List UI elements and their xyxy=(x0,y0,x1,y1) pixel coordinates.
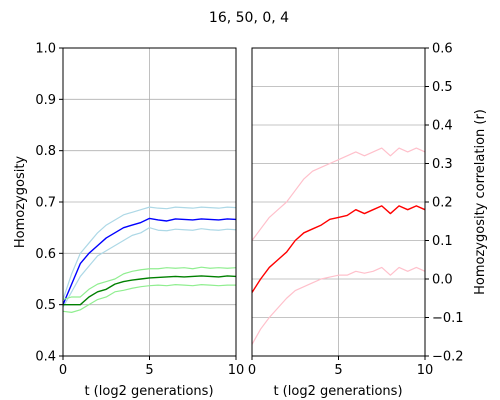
right-series-line-1 xyxy=(251,205,426,293)
left-xlabel: t (log2 generations) xyxy=(84,384,213,399)
right-ytick-label: 0.4 xyxy=(432,119,453,134)
left-ytick-label: 0.8 xyxy=(35,144,56,159)
figure-title: 16, 50, 0, 4 xyxy=(209,10,289,26)
right-xtick-label: 5 xyxy=(334,363,342,378)
right-ylabel: Homozygosity correlation (r) xyxy=(473,109,488,295)
left-ylabel: Homozygosity xyxy=(13,156,28,249)
left-ytick-label: 0.6 xyxy=(35,247,56,262)
right-ytick-label: 0.3 xyxy=(432,157,453,172)
right-ytick-label: 0.6 xyxy=(432,42,453,57)
left-series-line-2 xyxy=(62,227,237,308)
right-xlabel: t (log2 generations) xyxy=(273,384,402,399)
homozygosity-panel: 0 5 10 0.4 0.5 0.6 0.7 0.8 0.9 1.0 xyxy=(35,42,244,379)
left-ytick-label: 0.9 xyxy=(35,93,56,108)
left-xtick-label: 5 xyxy=(145,363,153,378)
left-series-line-1 xyxy=(62,217,237,305)
left-series-line-3 xyxy=(62,266,237,301)
right-ytick-label: 0.2 xyxy=(432,196,453,211)
left-ytick-label: 0.4 xyxy=(35,350,56,365)
right-ytick-label: 0.1 xyxy=(432,234,453,249)
left-series-line-5 xyxy=(62,284,236,313)
left-ytick-label: 0.5 xyxy=(35,298,56,313)
right-ytick-label: −0.2 xyxy=(432,350,464,365)
left-series-line-0 xyxy=(62,206,237,300)
right-series-line-0 xyxy=(251,147,426,241)
left-ytick-label: 0.7 xyxy=(35,196,56,211)
left-xtick-label: 10 xyxy=(228,363,245,378)
right-xtick-label: 10 xyxy=(417,363,434,378)
right-ytick-label: −0.1 xyxy=(432,311,464,326)
right-series-line-2 xyxy=(251,266,426,345)
left-series-line-4 xyxy=(63,275,237,306)
right-ytick-label: 0.5 xyxy=(432,80,453,95)
left-ytick-label: 1.0 xyxy=(35,42,56,57)
correlation-panel: 0 5 10−0.2 −0.1 0.0 0.1 0.2 0.3 0.4 0.5 0.6 xyxy=(248,42,464,379)
right-xtick-label: 0 xyxy=(248,363,256,378)
left-xtick-label: 0 xyxy=(59,363,67,378)
right-ytick-label: 0.0 xyxy=(432,273,453,288)
